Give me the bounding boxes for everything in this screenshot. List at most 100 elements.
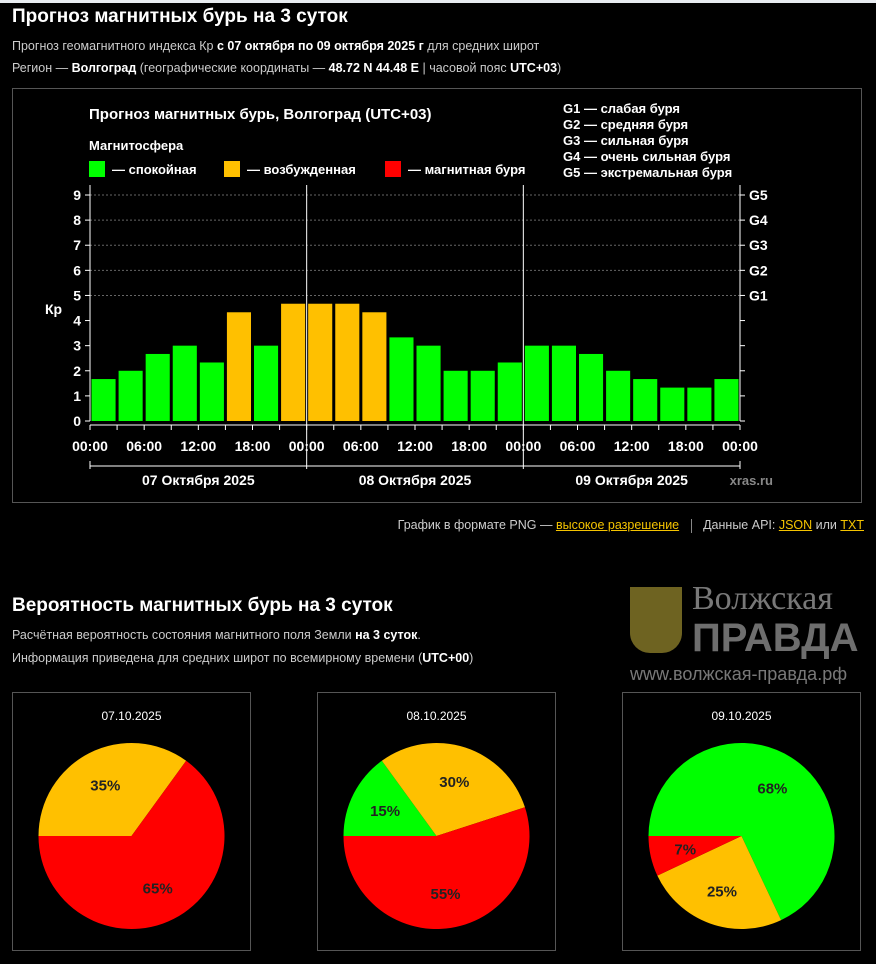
kp-bar xyxy=(687,387,712,421)
pie-slice-label: 7% xyxy=(674,842,696,859)
pie-slice xyxy=(648,836,742,876)
pie-slice xyxy=(381,743,525,836)
text: Регион — xyxy=(12,61,72,75)
x-tick-label: 12:00 xyxy=(397,438,433,454)
chart-title: Прогноз магнитных бурь, Волгоград (UTC+0… xyxy=(89,106,432,123)
text: Информация приведена для средних широт п… xyxy=(12,651,423,665)
text: (географические координаты — xyxy=(136,61,329,75)
kp-bar xyxy=(551,345,576,421)
divider xyxy=(690,518,692,533)
pie-date: 09.10.2025 xyxy=(711,709,771,723)
g-legend-item: G3 — сильная буря xyxy=(563,133,689,148)
g-level-label: G1 xyxy=(749,287,768,303)
kp-bar xyxy=(660,387,685,421)
legend-label: — спокойная xyxy=(112,162,197,177)
g-legend-item: G4 — очень сильная буря xyxy=(563,149,730,164)
text: ) xyxy=(557,61,562,75)
text: для средних широт xyxy=(423,39,540,53)
pie-panel: 09.10.2025 68% 25% 7% xyxy=(622,692,861,951)
y-tick-label: 7 xyxy=(73,237,81,253)
kp-bar xyxy=(470,370,495,421)
credit-label: xras.ru xyxy=(730,473,773,488)
pie-slice-label: 65% xyxy=(143,880,173,897)
probability-description: Расчётная вероятность состояния магнитно… xyxy=(12,628,421,642)
text: . xyxy=(417,628,421,642)
pie-slice xyxy=(38,743,187,836)
y-tick-label: 1 xyxy=(73,388,81,404)
page-title: Прогноз магнитных бурь на 3 суток xyxy=(12,6,348,27)
g-level-label: G5 xyxy=(749,187,768,203)
text: Прогноз геомагнитного индекса Кр xyxy=(12,39,217,53)
pie-slice xyxy=(343,807,530,929)
y-tick-label: 9 xyxy=(73,187,81,203)
probability-note: Информация приведена для средних широт п… xyxy=(12,651,473,665)
x-tick-label: 12:00 xyxy=(614,438,650,454)
pie-slice xyxy=(657,836,782,929)
pie-date: 08.10.2025 xyxy=(406,709,466,723)
x-tick-label: 06:00 xyxy=(560,438,596,454)
pie-chart: 09.10.2025 68% 25% 7% xyxy=(648,709,835,929)
y-tick-label: 6 xyxy=(73,262,81,278)
text: График в формате PNG — xyxy=(397,518,556,532)
pie-chart: 08.10.2025 15% 30% 55% xyxy=(343,709,530,929)
text: UTC+00 xyxy=(422,651,470,665)
kp-chart: Прогноз магнитных бурь, Волгоград (UTC+0… xyxy=(45,101,773,488)
y-tick-label: 8 xyxy=(73,212,81,228)
legend-label: — возбужденная xyxy=(247,162,356,177)
y-axis-label: Кр xyxy=(45,301,62,317)
pie-slice-label: 35% xyxy=(90,778,120,795)
date-range: с 07 октября по 09 октября 2025 г xyxy=(216,39,424,53)
y-tick-label: 5 xyxy=(73,287,81,303)
x-tick-label: 00:00 xyxy=(72,438,108,454)
kp-chart-panel: Прогноз магнитных бурь, Волгоград (UTC+0… xyxy=(12,88,862,503)
legend-swatch xyxy=(224,161,240,177)
region-name: Волгоград xyxy=(71,61,137,75)
kp-bar xyxy=(199,362,224,421)
x-tick-label: 18:00 xyxy=(235,438,271,454)
text: Данные API: xyxy=(703,518,779,532)
kp-bar xyxy=(416,345,441,421)
timezone: UTC+03 xyxy=(510,61,558,75)
kp-bar xyxy=(308,303,333,421)
watermark-text: Волжская xyxy=(692,580,833,617)
pie-slice-label: 15% xyxy=(370,803,400,820)
x-tick-label: 06:00 xyxy=(126,438,162,454)
text: или xyxy=(812,518,841,532)
watermark-logo-icon xyxy=(630,587,682,653)
png-high-res-link[interactable]: высокое разрешение xyxy=(555,518,680,532)
kp-bar xyxy=(524,345,549,421)
probability-title: Вероятность магнитных бурь на 3 суток xyxy=(12,595,393,616)
txt-link[interactable]: TXT xyxy=(840,518,864,532)
text: | часовой пояс xyxy=(419,61,511,75)
y-tick-label: 3 xyxy=(73,338,81,354)
y-tick-label: 4 xyxy=(73,313,81,329)
day-label: 08 Октября 2025 xyxy=(359,472,472,488)
x-tick-label: 00:00 xyxy=(722,438,758,454)
pie-panel: 07.10.2025 35% 65% xyxy=(12,692,251,951)
coordinates: 48.72 N 44.48 E xyxy=(328,61,419,75)
g-level-label: G2 xyxy=(749,262,768,278)
pie-slice-label: 30% xyxy=(439,774,469,791)
kp-bar xyxy=(389,337,414,421)
x-tick-label: 00:00 xyxy=(289,438,325,454)
kp-bar xyxy=(254,345,279,421)
watermark-url: www.волжская-правда.рф xyxy=(630,664,848,684)
kp-bar xyxy=(606,370,631,421)
kp-bar xyxy=(335,303,360,421)
json-link[interactable]: JSON xyxy=(778,518,813,532)
day-label: 07 Октября 2025 xyxy=(142,472,255,488)
kp-bar xyxy=(226,312,251,421)
kp-bar xyxy=(362,312,387,421)
text: ) xyxy=(469,651,474,665)
top-bar xyxy=(0,0,876,3)
pie-slice-label: 68% xyxy=(757,780,787,797)
kp-bar xyxy=(579,353,604,421)
pie-panel: 08.10.2025 15% 30% 55% xyxy=(317,692,556,951)
x-tick-label: 18:00 xyxy=(451,438,487,454)
watermark-text: ПРАВДА xyxy=(692,616,859,660)
text: Расчётная вероятность состояния магнитно… xyxy=(12,628,356,642)
day-label: 09 Октября 2025 xyxy=(575,472,688,488)
legend-label: — магнитная буря xyxy=(408,162,525,177)
g-legend-item: G2 — средняя буря xyxy=(563,117,688,132)
forecast-description: Прогноз геомагнитного индекса Кр с 07 ок… xyxy=(12,39,539,53)
